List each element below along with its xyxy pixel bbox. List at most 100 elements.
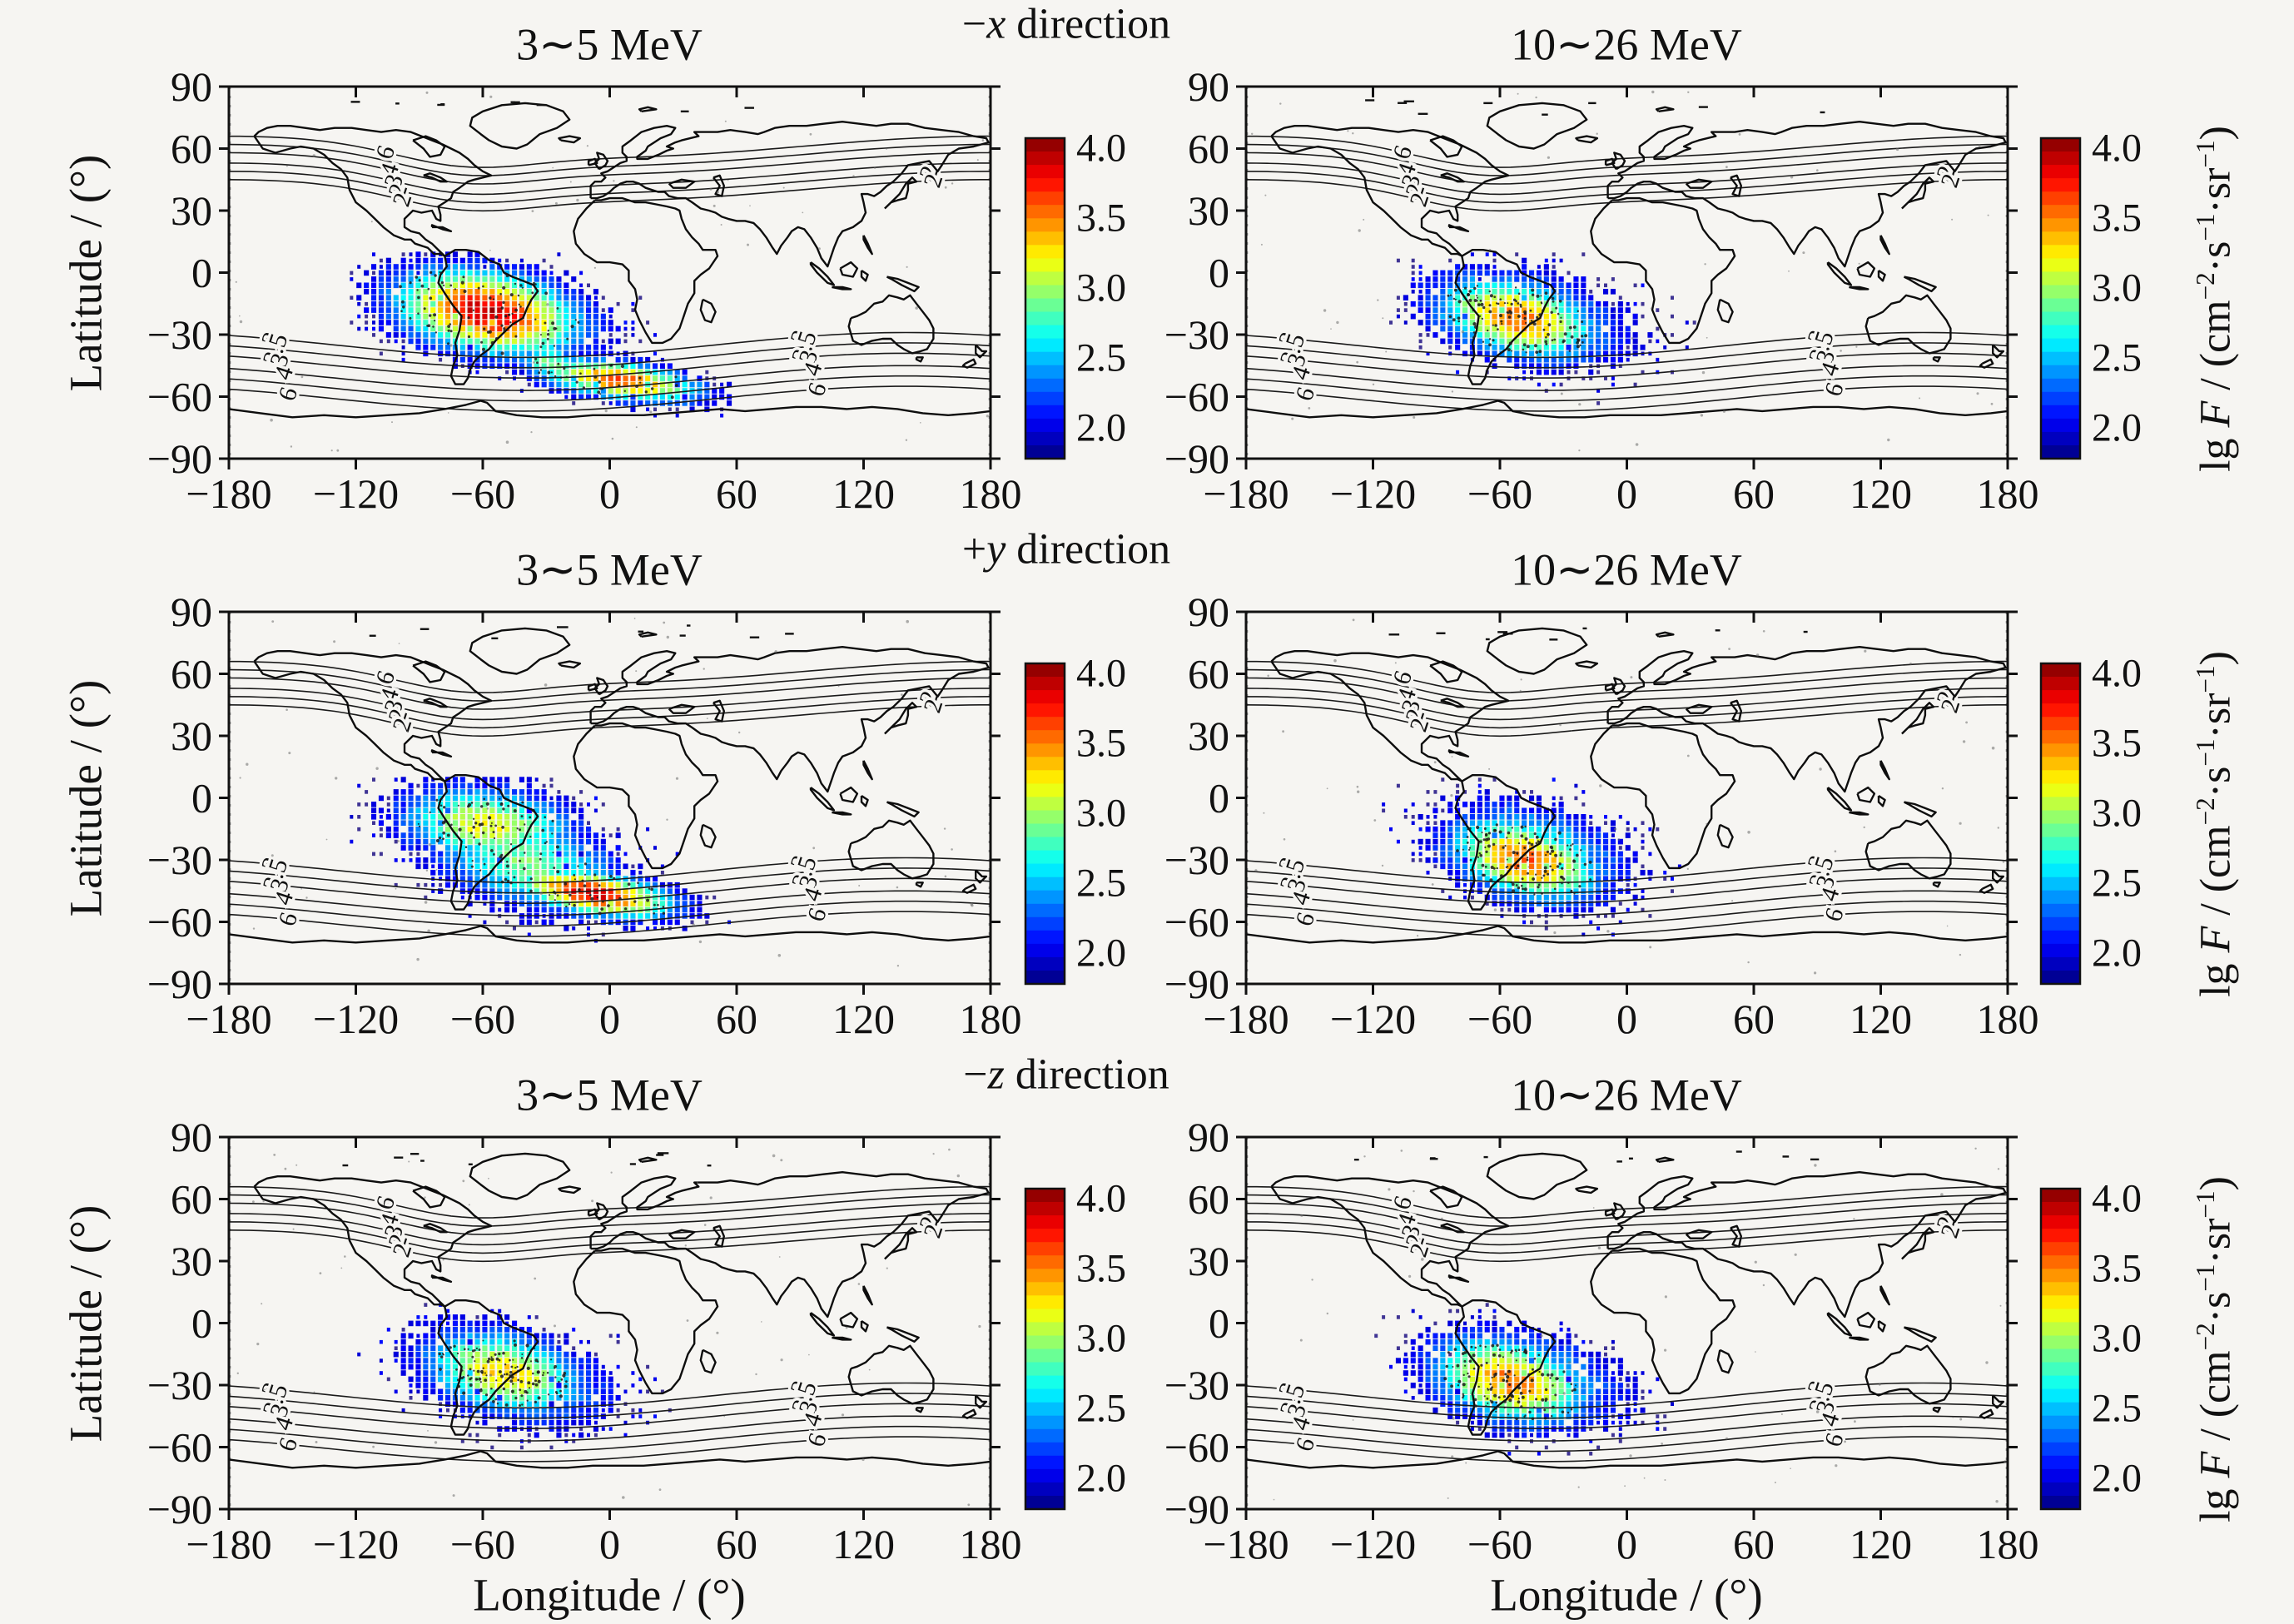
map-speck	[1517, 92, 1519, 95]
map-speck	[1790, 176, 1794, 179]
y-tick-label: −90	[1164, 435, 1229, 482]
map-speck	[1664, 1295, 1667, 1299]
map-speck	[295, 1164, 298, 1166]
colorbar-tick-label: 4.0	[1076, 126, 1126, 170]
colorbar-unit-label-row3: lg F / (cm−2·s−1·sr−1)	[2191, 1176, 2241, 1522]
label-token: −1	[2191, 140, 2221, 168]
map-speck	[1291, 417, 1294, 420]
map-speck	[531, 210, 534, 213]
map-speck	[943, 827, 946, 830]
x-tick-label: −120	[313, 996, 399, 1042]
map-speck	[1308, 407, 1311, 410]
map-speck	[1519, 689, 1522, 692]
label-token: ·s	[2192, 766, 2240, 798]
y-tick-label: 30	[1188, 1238, 1229, 1284]
colorbar-border	[1024, 137, 1066, 460]
map-speck	[967, 1503, 971, 1507]
map-speck	[1895, 147, 1899, 151]
map-speck	[809, 132, 812, 136]
label-token: ·s	[2192, 1291, 2240, 1324]
y-tick-label: −60	[1164, 1424, 1229, 1471]
map-speck	[709, 187, 713, 191]
colorbar-tick-label: 3.5	[2092, 196, 2142, 240]
x-tick-label: 0	[599, 996, 620, 1042]
label-token: direction	[1005, 525, 1171, 574]
map-speck	[780, 1358, 783, 1362]
map-speck	[313, 1391, 315, 1393]
map-speck	[1283, 838, 1286, 841]
map-speck	[906, 266, 908, 268]
map-speck	[288, 752, 291, 755]
map-speck	[539, 891, 544, 895]
row-direction-label-y: +y direction	[962, 525, 1170, 574]
map-speck	[1974, 1147, 1977, 1150]
y-tick-label: −30	[147, 311, 212, 358]
label-token: −1	[2191, 1264, 2221, 1292]
map-speck	[1535, 96, 1537, 99]
map-speck	[570, 923, 574, 926]
colorbar-tick-label: 3.5	[1076, 721, 1126, 765]
x-tick-label: 180	[1977, 470, 2039, 517]
label-token: F	[2192, 926, 2240, 953]
map-speck	[2004, 1460, 2007, 1463]
map-speck	[1567, 1361, 1571, 1364]
contour-label: 6	[1820, 905, 1850, 925]
y-tick-label: −60	[147, 1424, 212, 1471]
map-speck	[1260, 243, 1263, 246]
map-speck	[970, 902, 973, 906]
colorbar-tick-label: 4.0	[2092, 1176, 2142, 1220]
map-speck	[344, 1255, 346, 1258]
map-speck	[340, 1267, 343, 1269]
map-speck	[1728, 648, 1731, 650]
map-speck	[515, 891, 517, 893]
map-speck	[1413, 416, 1416, 419]
x-tick-label: 60	[1733, 996, 1775, 1042]
map-speck	[434, 1441, 438, 1444]
map-speck	[1560, 392, 1563, 395]
map-speck	[1643, 1477, 1646, 1479]
contour-label: 6	[273, 909, 303, 929]
colorbar-unit-label-row2: lg F / (cm−2·s−1·sr−1)	[2191, 651, 2241, 997]
colorbar-border	[2039, 662, 2082, 986]
x-axis-label-left: Longitude / (°)	[473, 1569, 746, 1621]
x-tick-label: 120	[832, 996, 895, 1042]
map-speck	[391, 421, 393, 424]
contour-label: 6	[1290, 384, 1320, 404]
label-token: / (cm	[2192, 300, 2240, 401]
map-speck	[1815, 1410, 1820, 1413]
colorbar-border	[2039, 137, 2082, 460]
map-speck	[1385, 350, 1388, 353]
y-tick-label: −90	[147, 961, 212, 1007]
map-speck	[264, 1388, 266, 1390]
map-speck	[252, 1200, 255, 1204]
map-speck	[1987, 214, 1989, 216]
map-speck	[1664, 1479, 1666, 1481]
map-speck	[486, 807, 489, 810]
map-speck	[235, 281, 237, 283]
map-speck	[808, 1353, 810, 1356]
y-tick-label: 90	[171, 589, 212, 635]
map-speck	[1599, 784, 1602, 787]
y-tick-label: 90	[1188, 63, 1229, 110]
map-speck	[1441, 1217, 1443, 1220]
map-speck	[1263, 812, 1265, 814]
map-speck	[1408, 1274, 1412, 1278]
map-speck	[1418, 1238, 1421, 1240]
y-tick-label: 90	[171, 63, 212, 110]
map-speck	[554, 201, 558, 205]
map-speck	[488, 1177, 489, 1180]
x-tick-label: 120	[1850, 470, 1912, 517]
label-token: y	[986, 525, 1006, 574]
colorbar-tick-label: 4.0	[1076, 651, 1126, 695]
map-speck	[1400, 1150, 1403, 1152]
map-speck	[1333, 658, 1337, 663]
coastlines	[229, 102, 991, 419]
map-speck	[286, 165, 288, 167]
map-speck	[613, 180, 615, 182]
map-speck	[675, 777, 679, 780]
label-token: −2	[2191, 797, 2221, 826]
axes-box	[1244, 1135, 2009, 1511]
